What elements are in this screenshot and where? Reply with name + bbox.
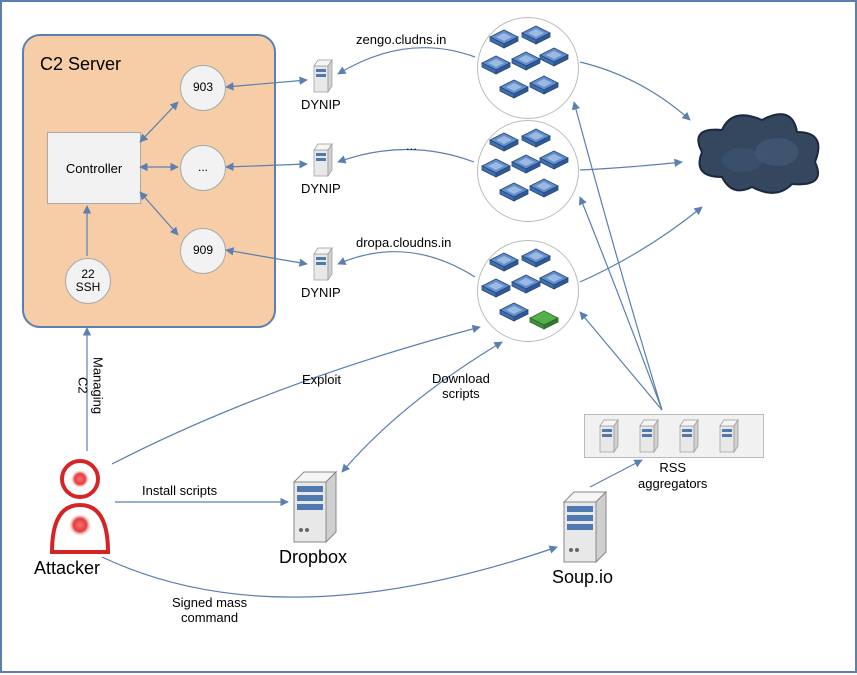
port-909-label: 909 (193, 244, 213, 257)
diagram-canvas: C2 Server Controller 22 SSH 903 ... 909 (0, 0, 857, 673)
port-mid-label: ... (198, 161, 208, 174)
managing-label: Managing C2 (60, 342, 104, 433)
controller-box: Controller (47, 132, 141, 204)
dynip-server-2 (314, 248, 332, 280)
exploit-label: Exploit (302, 372, 341, 387)
dark-cloud-icon (698, 114, 818, 193)
bot-cluster-2 (477, 240, 579, 342)
ssh-text: SSH (76, 281, 101, 294)
domain-mid: ... (406, 138, 417, 153)
domain-top: zengo.cludns.in (356, 32, 446, 47)
domain-bottom: dropa.cloudns.in (356, 235, 451, 250)
dynip-server-1 (314, 144, 332, 176)
port-909: 909 (180, 228, 226, 274)
rss-box (584, 414, 764, 458)
dropbox-label: Dropbox (279, 547, 347, 568)
attacker-label: Attacker (34, 558, 100, 579)
soupio-label: Soup.io (552, 567, 613, 588)
attacker-icon (52, 461, 108, 552)
signed-label: Signed mass command (172, 596, 247, 626)
port-mid: ... (180, 145, 226, 191)
dropbox-server-icon (294, 472, 336, 542)
ssh-port: 22 SSH (65, 258, 111, 304)
bot-cluster-0 (477, 17, 579, 119)
dynip-label-2: DYNIP (301, 285, 341, 300)
port-903-label: 903 (193, 81, 213, 94)
controller-label: Controller (66, 161, 122, 176)
download-label: Download scripts (432, 372, 490, 402)
dynip-label-0: DYNIP (301, 97, 341, 112)
port-903: 903 (180, 65, 226, 111)
c2-title: C2 Server (40, 54, 121, 75)
install-label: Install scripts (142, 483, 217, 498)
dynip-label-1: DYNIP (301, 181, 341, 196)
rss-label: RSS aggregators (638, 460, 707, 491)
soupio-server-icon (564, 492, 606, 562)
dynip-server-0 (314, 60, 332, 92)
bot-cluster-1 (477, 120, 579, 222)
